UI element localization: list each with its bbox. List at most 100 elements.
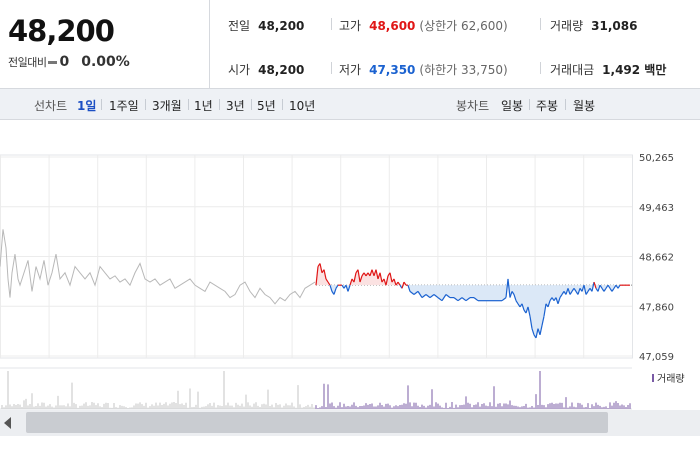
today-price-segment (597, 284, 601, 292)
triangle-left-icon[interactable] (4, 417, 11, 429)
area-below-reference (490, 285, 494, 301)
candle-weekly-button[interactable]: 주봉 (536, 99, 559, 113)
today-price-segment (569, 291, 573, 295)
today-price-segment (509, 291, 513, 298)
price-box: 48,200 전일대비 0 0.00% (0, 0, 210, 88)
volume-legend-swatch (652, 374, 654, 382)
area-below-reference (526, 285, 528, 314)
area-below-reference (502, 285, 506, 301)
area-below-reference (450, 285, 454, 298)
chart-toolbar: 선차트 1일 1주일 3개월 1년 3년 5년 10년 봉차트 일봉 주봉 월봉 (0, 89, 700, 120)
today-price-segment (515, 300, 519, 305)
area-below-reference (516, 285, 518, 304)
today-price-segment (527, 306, 531, 317)
today-price-segment (385, 275, 389, 286)
today-price-segment (441, 294, 447, 302)
area-above-reference (374, 269, 376, 286)
area-below-reference (498, 285, 502, 301)
today-price-segment (359, 275, 363, 283)
today-price-segment (445, 294, 451, 299)
volume-stat: 거래량 31,086 (550, 17, 637, 34)
today-price-segment (521, 303, 525, 311)
divider (331, 18, 332, 30)
area-below-reference (454, 285, 458, 301)
today-price-segment (585, 291, 589, 295)
area-above-reference (350, 278, 352, 286)
range-3m-button[interactable]: 3개월 (152, 99, 182, 113)
today-price-segment (593, 281, 597, 289)
area-below-reference (422, 285, 426, 298)
today-price-segment (603, 287, 607, 292)
today-price-segment (437, 297, 443, 302)
area-below-reference (520, 285, 522, 307)
y-tick-label: 47,059 (639, 352, 674, 363)
today-price-segment (529, 316, 533, 329)
today-price-segment (407, 284, 411, 292)
area-above-reference (322, 269, 324, 286)
range-10y-button[interactable]: 10년 (289, 99, 316, 113)
area-above-reference (318, 263, 320, 286)
today-price-segment (577, 288, 581, 295)
scroll-thumb[interactable] (26, 412, 608, 433)
today-price-segment (401, 281, 405, 289)
area-below-reference (474, 285, 478, 301)
area-below-reference (442, 285, 446, 301)
today-price-segment (599, 284, 603, 289)
area-above-reference (384, 278, 386, 286)
today-price-segment (543, 303, 547, 317)
candle-monthly-button[interactable]: 월봉 (573, 99, 596, 113)
today-price-segment (531, 328, 535, 336)
quote-panel: 48,200 전일대비 0 0.00% 전일 48,200 고가 48,600 … (0, 0, 700, 89)
line-chart-label: 선차트 (34, 99, 68, 113)
range-1w-button[interactable]: 1주일 (109, 99, 139, 113)
today-price-segment (369, 269, 373, 277)
today-price-segment (473, 297, 479, 302)
range-5y-button[interactable]: 5년 (257, 99, 276, 113)
today-price-segment (535, 328, 539, 339)
divider (540, 18, 541, 30)
past-price-line (0, 229, 316, 305)
area-above-reference (394, 278, 396, 286)
candle-daily-button[interactable]: 일봉 (501, 99, 524, 113)
today-price-segment (333, 288, 337, 295)
divider (219, 99, 220, 110)
area-below-reference (478, 285, 482, 301)
divider (540, 62, 541, 74)
high-stat: 고가 48,600 (상한가 62,600) (339, 17, 508, 34)
change-value: 0 (59, 54, 70, 70)
range-1y-button[interactable]: 1년 (194, 99, 213, 113)
area-below-reference (540, 285, 542, 335)
upper-limit: (상한가 62,600) (419, 19, 508, 33)
today-price-segment (461, 297, 467, 302)
today-price-segment (347, 284, 351, 292)
today-price-segment (607, 284, 611, 289)
y-tick-label: 49,463 (639, 203, 674, 214)
chart-scrollbar[interactable] (0, 410, 700, 436)
change-percent: 0.00% (81, 54, 130, 70)
today-price-segment (567, 288, 571, 295)
area-below-reference (430, 285, 434, 298)
open-value: 48,200 (258, 62, 305, 77)
area-below-reference (554, 285, 556, 301)
y-tick-label: 47,860 (639, 302, 674, 313)
today-price-segment (555, 297, 559, 304)
area-below-reference (542, 285, 544, 326)
area-below-reference (426, 285, 430, 298)
open-stat: 시가 48,200 (228, 61, 304, 78)
today-price-segment (425, 294, 431, 299)
volume-label: 거래량 (550, 19, 584, 33)
today-price-segment (417, 291, 423, 298)
range-3y-button[interactable]: 3년 (226, 99, 245, 113)
area-below-reference (486, 285, 490, 301)
lower-limit: (하한가 33,750) (419, 63, 508, 77)
today-price-segment (505, 278, 509, 298)
today-price-segment (315, 266, 319, 286)
price-chart[interactable]: 50,265 49,463 48,662 47,860 47,059 거래량 (0, 120, 700, 450)
prev-close-value: 48,200 (258, 18, 305, 33)
amount-value: 1,492 백만 (602, 63, 667, 77)
range-1d-button[interactable]: 1일 (77, 99, 97, 113)
area-below-reference (552, 285, 554, 301)
current-price: 48,200 (8, 14, 115, 48)
today-price-segment (335, 284, 339, 289)
area-below-reference (546, 285, 548, 307)
